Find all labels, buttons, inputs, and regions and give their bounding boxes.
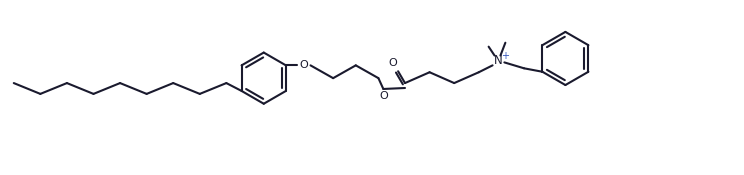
Text: O: O bbox=[299, 60, 308, 70]
Text: N: N bbox=[494, 54, 503, 67]
Text: O: O bbox=[389, 58, 397, 68]
Text: O: O bbox=[379, 91, 388, 101]
Text: +: + bbox=[501, 51, 510, 61]
